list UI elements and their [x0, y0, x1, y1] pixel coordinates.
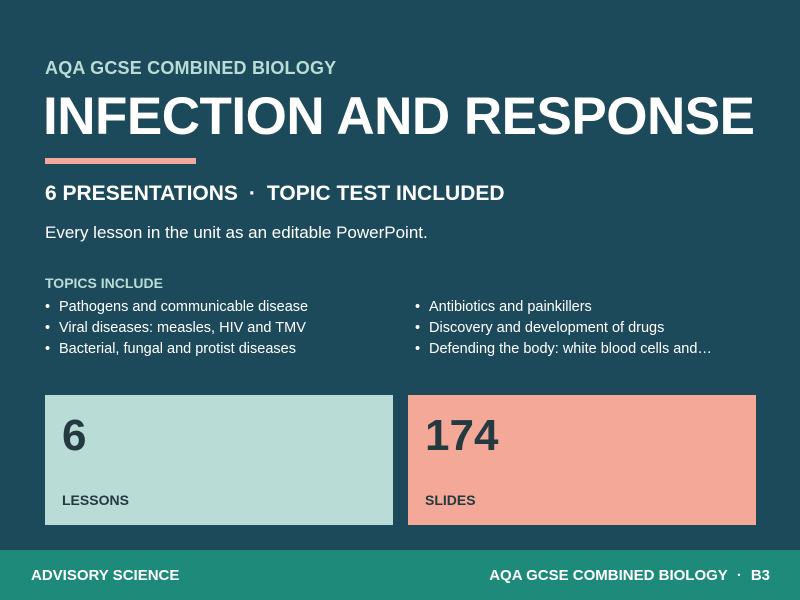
meta-separator: · [248, 182, 256, 205]
topics-list-left: • Pathogens and communicable disease • Vir… [45, 297, 308, 360]
topics-list-right: • Antibiotics and painkillers • Discovery … [415, 297, 712, 360]
topics-heading: TOPICS INCLUDE [45, 275, 163, 291]
accent-rule [45, 158, 196, 164]
topic-label: Viral diseases: measles, HIV and TMV [59, 320, 306, 336]
footer-brand: ADVISORY SCIENCE [31, 567, 180, 584]
list-item: • Viral diseases: measles, HIV and TMV [45, 318, 308, 339]
list-item: • Discovery and development of drugs [415, 318, 712, 339]
bullet-icon: • [415, 299, 421, 315]
stat-value: 174 [425, 411, 499, 460]
footer-course: AQA GCSE COMBINED BIOLOGY · B3 [489, 567, 770, 584]
topic-label: Pathogens and communicable disease [59, 299, 309, 315]
topic-label: Antibiotics and painkillers [429, 299, 592, 315]
list-item: • Bacterial, fungal and protist diseases [45, 339, 308, 360]
list-item: • Antibiotics and painkillers [415, 297, 712, 318]
bullet-icon: • [45, 299, 51, 315]
list-item: • Pathogens and communicable disease [45, 297, 308, 318]
topic-test-note: TOPIC TEST INCLUDED [266, 182, 505, 205]
footer-course-name: AQA GCSE COMBINED BIOLOGY [489, 567, 728, 584]
bullet-icon: • [45, 320, 51, 336]
stat-card-slides: 174 SLIDES [408, 395, 756, 525]
topic-label: Discovery and development of drugs [429, 320, 665, 336]
eyebrow-subtitle: AQA GCSE COMBINED BIOLOGY [45, 58, 337, 78]
topic-label: Defending the body: white blood cells an… [429, 341, 712, 357]
stat-label: SLIDES [425, 492, 476, 508]
meta-line: 6 PRESENTATIONS · TOPIC TEST INCLUDED [45, 182, 505, 206]
list-item: • Defending the body: white blood cells a… [415, 339, 712, 360]
stat-label: LESSONS [62, 492, 129, 508]
topic-label: Bacterial, fungal and protist diseases [59, 341, 296, 357]
stat-card-lessons: 6 LESSONS [45, 395, 393, 525]
bullet-icon: • [415, 320, 421, 336]
footer-separator: · [736, 567, 742, 584]
presentations-count: 6 PRESENTATIONS [45, 182, 238, 205]
description: Every lesson in the unit as an editable … [45, 223, 428, 242]
bullet-icon: • [415, 341, 421, 357]
footer-unit-code: B3 [750, 567, 770, 584]
page-title: INFECTION AND RESPONSE [43, 87, 755, 146]
footer-bar: ADVISORY SCIENCE AQA GCSE COMBINED BIOLO… [0, 550, 800, 600]
stat-value: 6 [62, 411, 87, 460]
bullet-icon: • [45, 341, 51, 357]
